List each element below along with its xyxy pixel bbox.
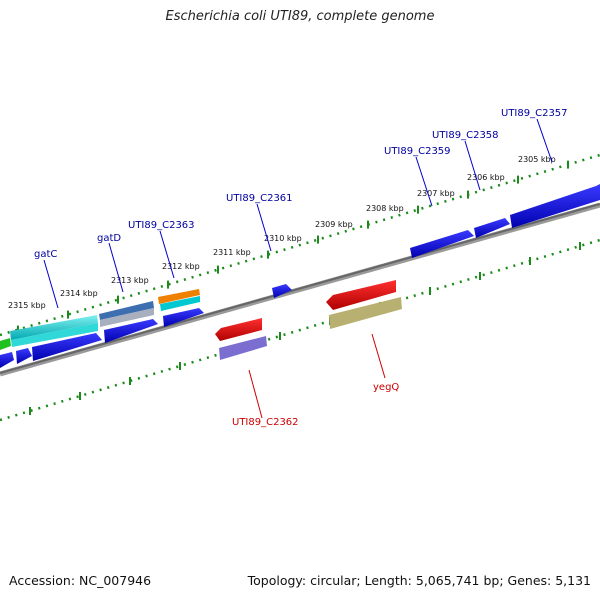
- leader-lines: [43, 118, 553, 419]
- gene-label-UTI89_C2357[interactable]: UTI89_C2357: [501, 108, 568, 119]
- gene-block-2363-c[interactable]: [163, 308, 204, 327]
- accession-text: Accession: NC_007946: [9, 573, 152, 588]
- gene-block-2362-b[interactable]: [219, 336, 267, 360]
- tick-label: 2313 kbp: [111, 276, 149, 285]
- gene-block-gatC-c[interactable]: [32, 333, 102, 361]
- topology-text: Topology: circular; Length: 5,065,741 bp…: [247, 573, 591, 588]
- tick-label: 2309 kbp: [315, 220, 353, 229]
- gene-block-gatC-b[interactable]: [11, 323, 98, 347]
- gene-block-left-1[interactable]: [16, 348, 32, 364]
- tick-label: 2314 kbp: [60, 289, 98, 298]
- genome-title: Escherichia coli UTI89, complete genome: [165, 9, 435, 24]
- gene-block-yegQ-a[interactable]: [326, 280, 396, 310]
- gene-block-left-3[interactable]: [0, 352, 14, 368]
- gene-label-gatC[interactable]: gatC: [34, 249, 57, 260]
- gene-block-left-2[interactable]: [0, 338, 11, 350]
- gene-label-gatD[interactable]: gatD: [97, 233, 121, 244]
- gene-block-2361[interactable]: [272, 284, 292, 298]
- forward-genes: [0, 184, 600, 368]
- tick-label: 2315 kbp: [8, 301, 46, 310]
- outer-tick-track: [0, 153, 600, 337]
- gene-block-2358[interactable]: [474, 218, 510, 238]
- gene-block-2359[interactable]: [410, 230, 474, 258]
- gene-block-2363-b[interactable]: [160, 296, 200, 311]
- tick-label: 2310 kbp: [264, 234, 302, 243]
- gene-block-gatD-a[interactable]: [99, 301, 154, 320]
- gene-block-gatD-c[interactable]: [104, 319, 158, 343]
- gene-label-yegQ[interactable]: yegQ: [373, 382, 399, 393]
- genome-backbone: [0, 202, 600, 377]
- tick-label: 2312 kbp: [162, 262, 200, 271]
- gene-block-gatC-a[interactable]: [10, 315, 98, 340]
- gene-block-2363-a[interactable]: [158, 289, 200, 304]
- gene-label-UTI89_C2363[interactable]: UTI89_C2363: [128, 220, 195, 231]
- tick-label: 2308 kbp: [366, 204, 404, 213]
- gene-block-2362-a[interactable]: [215, 318, 262, 341]
- gene-label-UTI89_C2358[interactable]: UTI89_C2358: [432, 130, 499, 141]
- reverse-genes: [215, 280, 402, 360]
- gene-label-UTI89_C2362[interactable]: UTI89_C2362: [232, 417, 299, 428]
- gene-block-2357[interactable]: [510, 184, 600, 228]
- gene-block-yegQ-b[interactable]: [329, 297, 402, 329]
- gene-block-gatD-b[interactable]: [100, 308, 154, 327]
- tick-label: 2307 kbp: [417, 189, 455, 198]
- gene-label-UTI89_C2361[interactable]: UTI89_C2361: [226, 193, 293, 204]
- gene-label-UTI89_C2359[interactable]: UTI89_C2359: [384, 146, 451, 157]
- tick-label: 2306 kbp: [467, 173, 505, 182]
- inner-tick-track: [0, 238, 600, 422]
- gene-labels: UTI89_C2357 UTI89_C2358 UTI89_C2359 UTI8…: [34, 108, 568, 428]
- tick-label: 2305 kbp: [518, 155, 556, 164]
- tick-label: 2311 kbp: [213, 248, 251, 257]
- tick-labels: 2305 kbp 2306 kbp 2307 kbp 2308 kbp 2309 kbp…: [8, 155, 556, 310]
